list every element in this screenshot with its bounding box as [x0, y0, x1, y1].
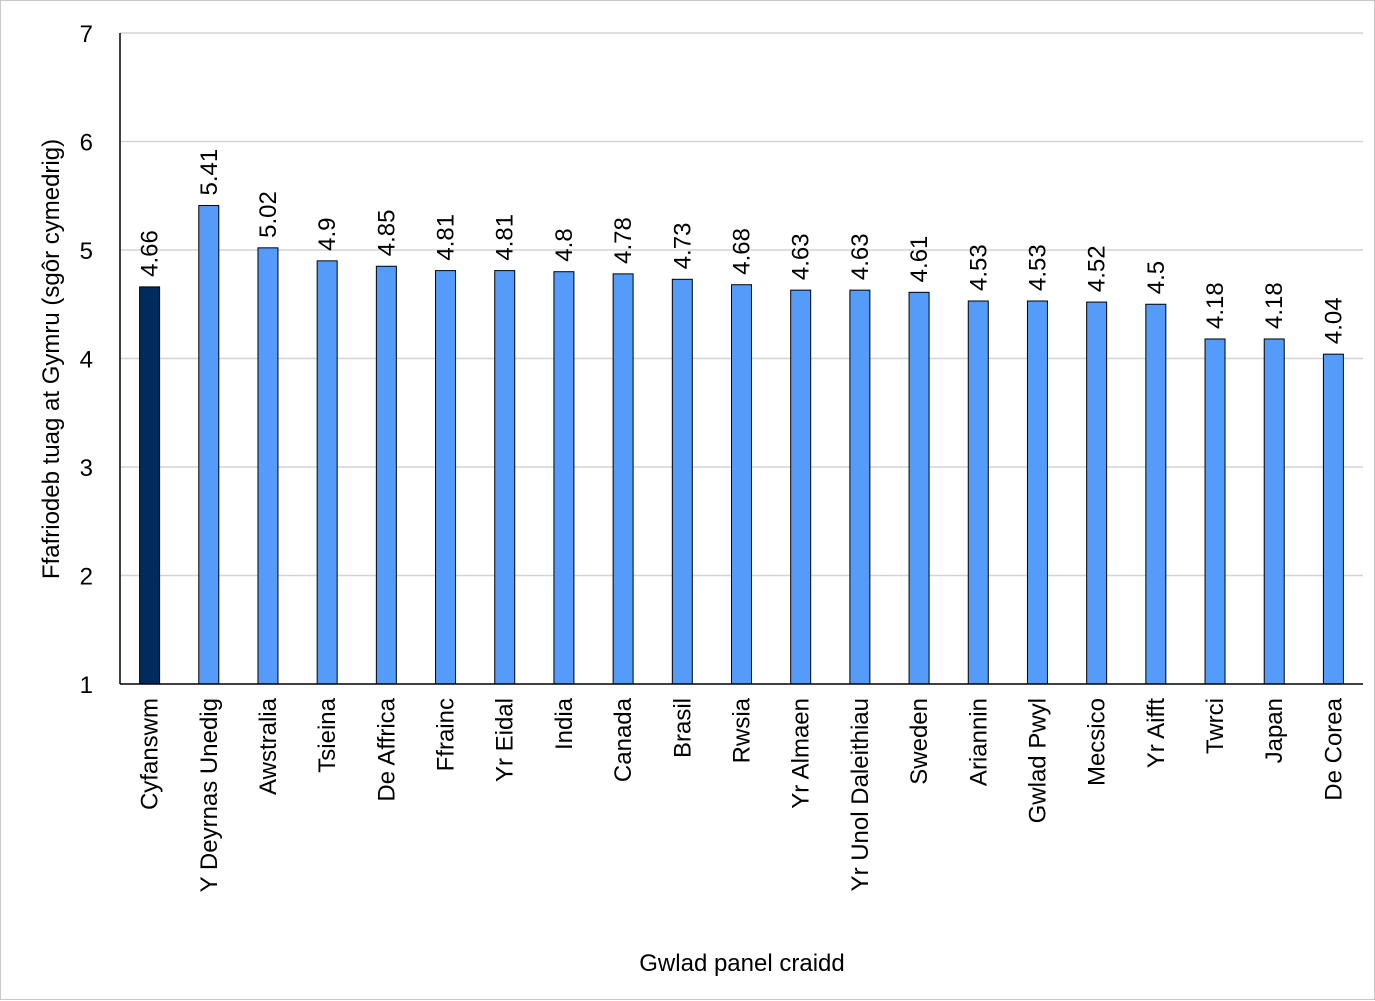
data-label-14: 4.53 [965, 244, 992, 291]
category-label-16: Mecsico [1084, 698, 1111, 786]
bar-16 [1086, 301, 1108, 685]
category-label-19: Japan [1261, 698, 1288, 763]
data-label-3: 4.9 [314, 217, 341, 250]
data-label-9: 4.73 [669, 223, 696, 270]
category-label-2: Awstralia [255, 697, 282, 795]
category-label-17: Yr Aifft [1143, 698, 1170, 769]
category-label-11: Yr Almaen [788, 698, 815, 809]
category-label-15: Gwlad Pwyl [1024, 698, 1051, 823]
bar-3 [316, 260, 338, 685]
category-label-0: Cyfanswm [137, 698, 164, 810]
y-tick-labels: 1 2 3 4 5 6 7 [80, 21, 93, 699]
category-label-8: Canada [610, 697, 637, 782]
y-tick-label: 1 [80, 672, 93, 699]
bar-20 [1322, 353, 1344, 685]
data-label-4: 4.85 [373, 210, 400, 257]
bar-4 [375, 265, 397, 685]
data-label-6: 4.81 [492, 214, 519, 261]
y-tick-label: 5 [80, 238, 93, 265]
bar-9 [671, 278, 693, 685]
bar-14 [967, 300, 989, 685]
bar-0 [139, 286, 161, 685]
category-label-14: Ariannin [965, 698, 992, 786]
data-labels: 4.66 5.41 5.02 4.9 4.85 4.81 4.81 4.8 4.78 4.73 4.… [137, 149, 1348, 344]
category-label-12: Yr Unol Daleithiau [847, 698, 874, 891]
category-label-4: De Affrica [373, 697, 400, 801]
data-label-2: 5.02 [255, 191, 282, 238]
axes [119, 33, 1363, 685]
bar-1 [198, 205, 220, 685]
y-tick-label: 6 [80, 130, 93, 157]
data-label-12: 4.63 [847, 233, 874, 280]
x-tick-labels: Cyfanswm Y Deyrnas Unedig Awstralia Tsieina… [137, 697, 1348, 892]
data-label-7: 4.8 [551, 228, 578, 261]
data-label-10: 4.68 [729, 228, 756, 275]
category-label-13: Sweden [906, 698, 933, 785]
category-label-18: Twrci [1202, 698, 1229, 754]
bar-6 [494, 270, 516, 685]
bar-10 [731, 284, 752, 685]
data-label-0: 4.66 [137, 230, 164, 277]
bars [139, 205, 1344, 685]
y-tick-label: 7 [80, 21, 93, 48]
data-label-8: 4.78 [610, 217, 637, 264]
bar-13 [908, 291, 930, 685]
bar-19 [1263, 338, 1285, 685]
category-label-20: De Corea [1320, 697, 1347, 800]
data-label-20: 4.04 [1320, 297, 1347, 344]
bar-17 [1145, 303, 1167, 685]
bar-7 [553, 271, 575, 685]
category-label-9: Brasil [669, 698, 696, 758]
data-label-17: 4.5 [1143, 261, 1170, 294]
bar-11 [790, 289, 812, 685]
data-label-5: 4.81 [433, 214, 460, 261]
y-tick-label: 4 [80, 347, 93, 374]
data-label-13: 4.61 [906, 236, 933, 283]
y-tick-label: 2 [80, 564, 93, 591]
data-label-16: 4.52 [1084, 245, 1111, 292]
category-label-6: Yr Eidal [492, 698, 519, 782]
y-tick-label: 3 [80, 455, 93, 482]
bar-5 [435, 270, 457, 685]
bar-8 [612, 273, 634, 685]
bar-15 [1026, 300, 1048, 685]
data-label-15: 4.53 [1024, 244, 1051, 291]
category-label-10: Rwsia [729, 697, 756, 763]
category-label-1: Y Deyrnas Unedig [196, 698, 223, 892]
x-axis-title: Gwlad panel craidd [639, 950, 844, 977]
data-label-19: 4.18 [1261, 282, 1288, 329]
bar-12 [849, 289, 871, 685]
category-label-7: India [551, 697, 578, 750]
y-axis-title: Ffafriodeb tuag at Gymru (sgôr cymedrig) [38, 139, 65, 579]
bar-18 [1204, 338, 1226, 685]
data-label-11: 4.63 [788, 233, 815, 280]
category-label-5: Ffrainc [433, 698, 460, 771]
data-label-1: 5.41 [196, 149, 223, 196]
category-label-3: Tsieina [314, 697, 341, 772]
bar-2 [257, 247, 279, 685]
data-label-18: 4.18 [1202, 282, 1229, 329]
